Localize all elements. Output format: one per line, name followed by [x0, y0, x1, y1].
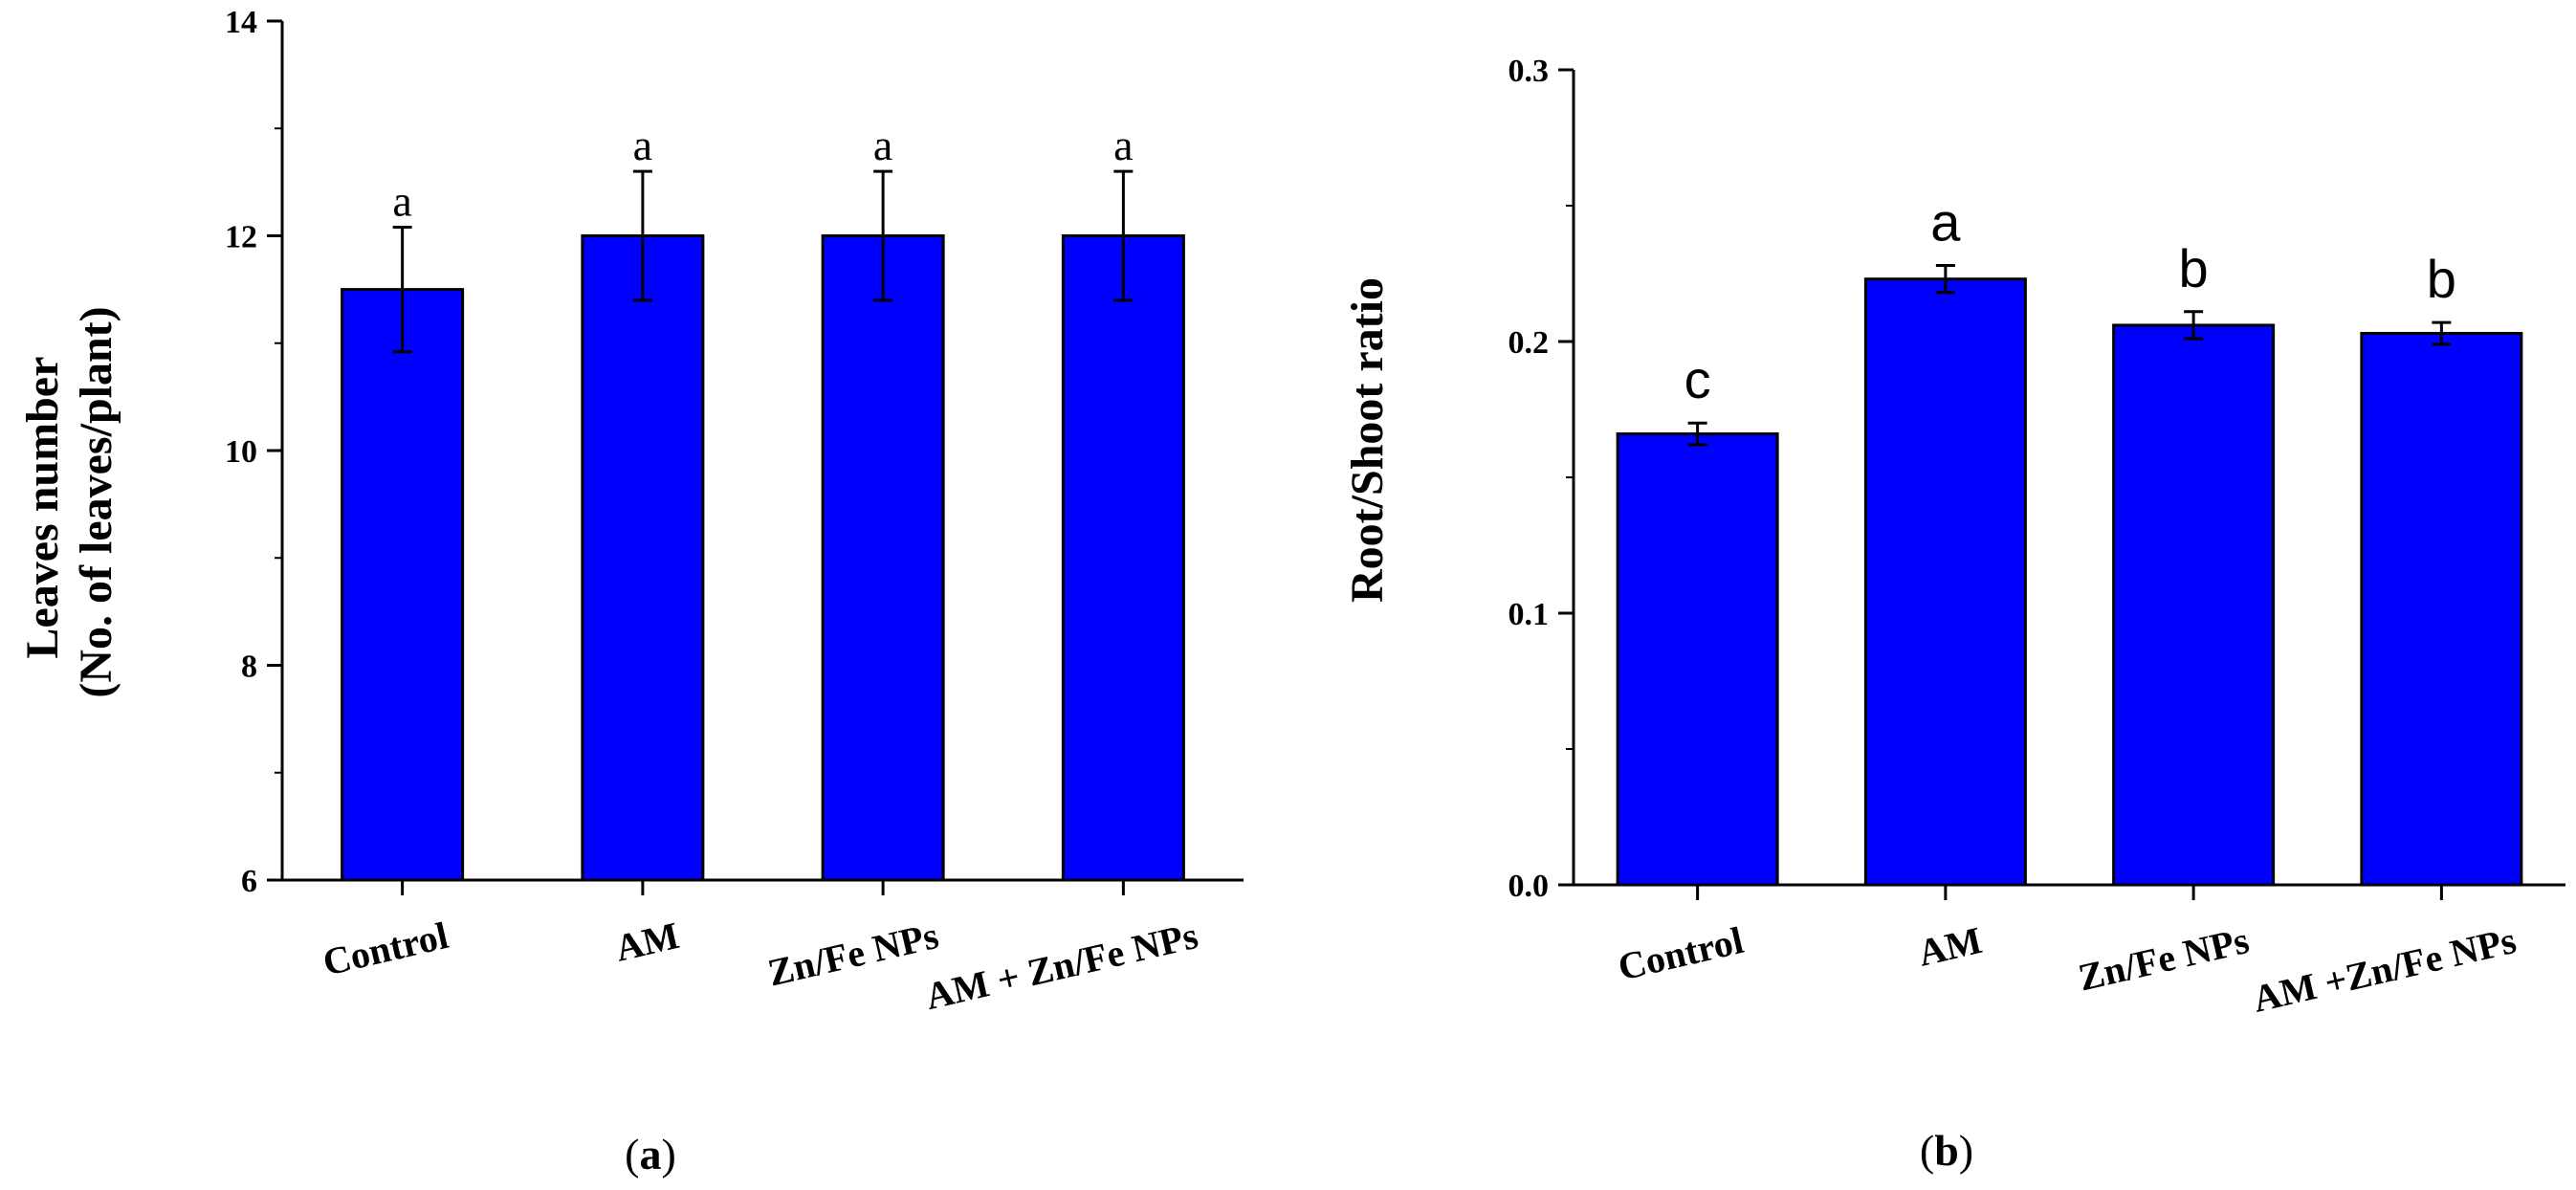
panel-a-x-tick-label: Control — [319, 914, 451, 984]
panel-a-significance-letter: a — [873, 121, 892, 169]
panel-b-significance-letter: a — [1930, 191, 1961, 252]
panel-b-significance-letter: c — [1684, 349, 1711, 409]
panel-b-marks: c a b b — [1616, 191, 2523, 887]
panel-a-label: (a) — [625, 1130, 676, 1179]
panel-b-bar — [2360, 331, 2523, 887]
panel-a-error-bar — [392, 226, 412, 354]
panel-a-y-tick-label: 8 — [241, 650, 257, 685]
panel-b-error-bar — [1687, 421, 1707, 447]
panel-b-x-tick-label: AM +Zn/Fe NPs — [2249, 918, 2520, 1021]
panel-a-y-ticks: 6 8 10 12 14 — [225, 5, 282, 899]
panel-a-y-label-line2: (No. of leaves/plant) — [71, 306, 121, 697]
panel-b-label-letter: b — [1934, 1126, 1959, 1175]
panel-b-x-tick-label: Control — [1614, 918, 1747, 989]
panel-a-x-tick-label: AM — [611, 914, 683, 970]
panel-a-marks: a a a a — [341, 121, 1185, 882]
panel-b-label: (b) — [1920, 1126, 1973, 1175]
panel-a-y-label: Leaves number (No. of leaves/plant) — [17, 306, 121, 697]
panel-b-y-ticks: 0.0 0.1 0.2 0.3 — [1508, 54, 1574, 904]
panel-a-significance-letter: a — [1113, 121, 1133, 169]
panel-b-y-label: Root/Shoot ratio — [1342, 277, 1393, 603]
panel-b-bar — [1616, 432, 1779, 887]
panel-a-x-tick-label: AM + Zn/Fe NPs — [921, 914, 1201, 1018]
panel-a-y-tick-label: 14 — [225, 5, 257, 40]
panel-a-error-bar — [873, 169, 893, 302]
panel-a-bar — [581, 234, 705, 882]
panel-a-x-tick-label: Zn/Fe NPs — [764, 914, 943, 995]
panel-b-significance-letter: b — [2427, 249, 2456, 309]
panel-b-label-open: ( — [1920, 1126, 1934, 1175]
panel-b-error-bar — [2432, 320, 2452, 346]
panel-a-bar — [341, 288, 465, 882]
panel-b-y-tick-label: 0.0 — [1508, 869, 1550, 904]
panel-b-error-bar — [1935, 263, 1955, 295]
panel-b-y-tick-label: 0.1 — [1508, 597, 1550, 632]
panel-b-bar — [2112, 323, 2276, 887]
panel-a-y-label-line1: Leaves number — [17, 357, 68, 659]
panel-a-y-tick-label: 12 — [225, 220, 257, 255]
panel-b-y-tick-label: 0.2 — [1508, 325, 1550, 361]
panel-a-error-bar — [632, 169, 652, 302]
panel-a-y-tick-label: 10 — [225, 434, 257, 470]
panel-a-bar — [1061, 234, 1185, 882]
panel-a-error-bar — [1113, 169, 1134, 302]
panel-a-bar — [821, 234, 945, 882]
panel-a-y-tick-label: 6 — [241, 864, 257, 899]
panel-a-label-close: ) — [662, 1130, 676, 1179]
panel-a-label-letter: a — [640, 1130, 662, 1179]
panel-b-error-bar — [2184, 310, 2204, 341]
panel-a-label-open: ( — [625, 1130, 639, 1179]
panel-b-label-close: ) — [1959, 1126, 1973, 1175]
panel-a-significance-letter: a — [633, 121, 652, 169]
panel-b-x-tick-label: Zn/Fe NPs — [2075, 918, 2254, 1000]
panel-b-x-tick-label: AM — [1914, 918, 1986, 975]
panel-b-bar — [1863, 277, 2027, 887]
panel-b-significance-letter: b — [2179, 238, 2209, 298]
panel-b-y-tick-label: 0.3 — [1508, 54, 1550, 89]
panel-a-significance-letter: a — [392, 177, 411, 226]
